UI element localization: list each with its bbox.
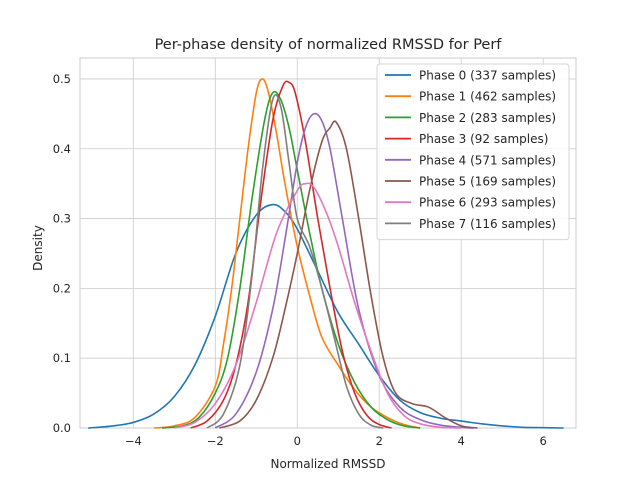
legend-label-phase-6: Phase 6 (293 samples) bbox=[419, 196, 556, 210]
legend-label-phase-4: Phase 4 (571 samples) bbox=[419, 153, 556, 167]
series-line-phase-3 bbox=[190, 80, 392, 429]
y-tick-label: 0.4 bbox=[53, 142, 71, 156]
plot-frame bbox=[79, 57, 577, 429]
x-tick-label: 0 bbox=[294, 434, 301, 448]
legend-label-phase-2: Phase 2 (283 samples) bbox=[419, 111, 556, 125]
y-axis-label: Density bbox=[31, 225, 45, 271]
series-lines bbox=[88, 78, 564, 429]
x-tick-label: 6 bbox=[540, 434, 547, 448]
series-line-phase-1 bbox=[153, 78, 421, 429]
legend-box bbox=[376, 63, 570, 241]
legend-label-phase-1: Phase 1 (462 samples) bbox=[419, 90, 556, 104]
y-tick-label: 0.2 bbox=[53, 281, 71, 295]
series-line-phase-6 bbox=[174, 182, 462, 429]
legend-label-phase-0: Phase 0 (337 samples) bbox=[419, 69, 556, 83]
x-axis-label: Normalized RMSSD bbox=[270, 457, 385, 471]
y-tick-label: 0.1 bbox=[53, 351, 71, 365]
chart-title: Per-phase density of normalized RMSSD fo… bbox=[155, 37, 503, 53]
y-tick-label: 0.5 bbox=[53, 72, 71, 86]
x-tick-label: −4 bbox=[125, 434, 142, 448]
y-tick-label: 0.3 bbox=[53, 212, 71, 226]
legend-label-phase-3: Phase 3 (92 samples) bbox=[419, 132, 548, 146]
x-tick-label: 2 bbox=[376, 434, 383, 448]
y-tick-label: 0.0 bbox=[53, 421, 71, 435]
x-tick-label: −2 bbox=[207, 434, 224, 448]
legend-label-phase-7: Phase 7 (116 samples) bbox=[419, 217, 556, 231]
legend-label-phase-5: Phase 5 (169 samples) bbox=[419, 175, 556, 189]
ticks: −4 −2 0 2 4 6 0.0 0.1 0.2 0.3 0.4 0.5 bbox=[53, 72, 547, 448]
legend: Phase 0 (337 samples) Phase 1 (462 sample… bbox=[376, 63, 570, 241]
series-line-phase-2 bbox=[161, 90, 421, 429]
series-line-phase-7 bbox=[206, 93, 384, 429]
x-tick-label: 4 bbox=[458, 434, 465, 448]
series-line-phase-5 bbox=[219, 120, 478, 429]
